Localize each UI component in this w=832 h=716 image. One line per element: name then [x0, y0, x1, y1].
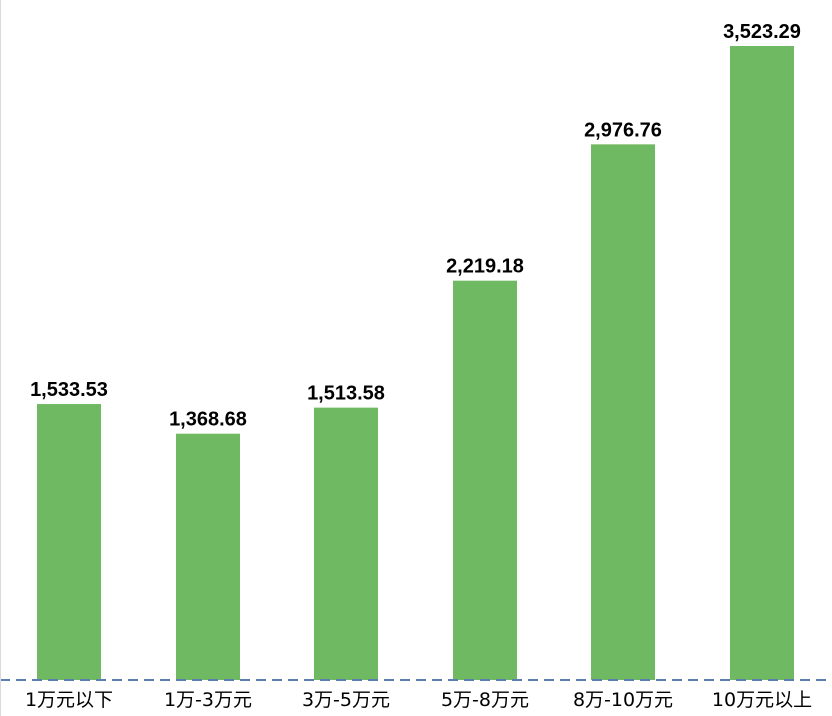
data-label-3: 1,513.58 — [307, 383, 385, 405]
category-label-5: 8万-10万元 — [573, 689, 673, 711]
bar-3 — [314, 407, 378, 680]
category-label-4: 5万-8万元 — [441, 689, 529, 711]
bar-4 — [453, 280, 517, 680]
category-label-1: 1万元以下 — [25, 689, 113, 711]
bar-6 — [730, 46, 794, 680]
data-label-4: 2,219.18 — [446, 256, 524, 278]
bar-1 — [37, 404, 101, 680]
data-label-5: 2,976.76 — [584, 119, 662, 141]
bar-5 — [591, 144, 655, 680]
x-axis-tick-labels: 1万元以下 1万-3万元 3万-5万元 5万-8万元 8万-10万元 10万元以上 — [25, 689, 812, 711]
data-label-1: 1,533.53 — [30, 379, 108, 401]
category-label-3: 3万-5万元 — [302, 689, 390, 711]
category-label-6: 10万元以上 — [712, 689, 812, 711]
data-labels: 1,533.53 1,368.68 1,513.58 2,219.18 2,976.76… — [30, 21, 801, 431]
bar-series — [37, 46, 794, 680]
plot-left-edge — [0, 0, 1, 716]
data-label-6: 3,523.29 — [723, 21, 801, 43]
category-label-2: 1万-3万元 — [164, 689, 252, 711]
data-label-2: 1,368.68 — [169, 409, 247, 431]
bar-2 — [176, 433, 240, 680]
